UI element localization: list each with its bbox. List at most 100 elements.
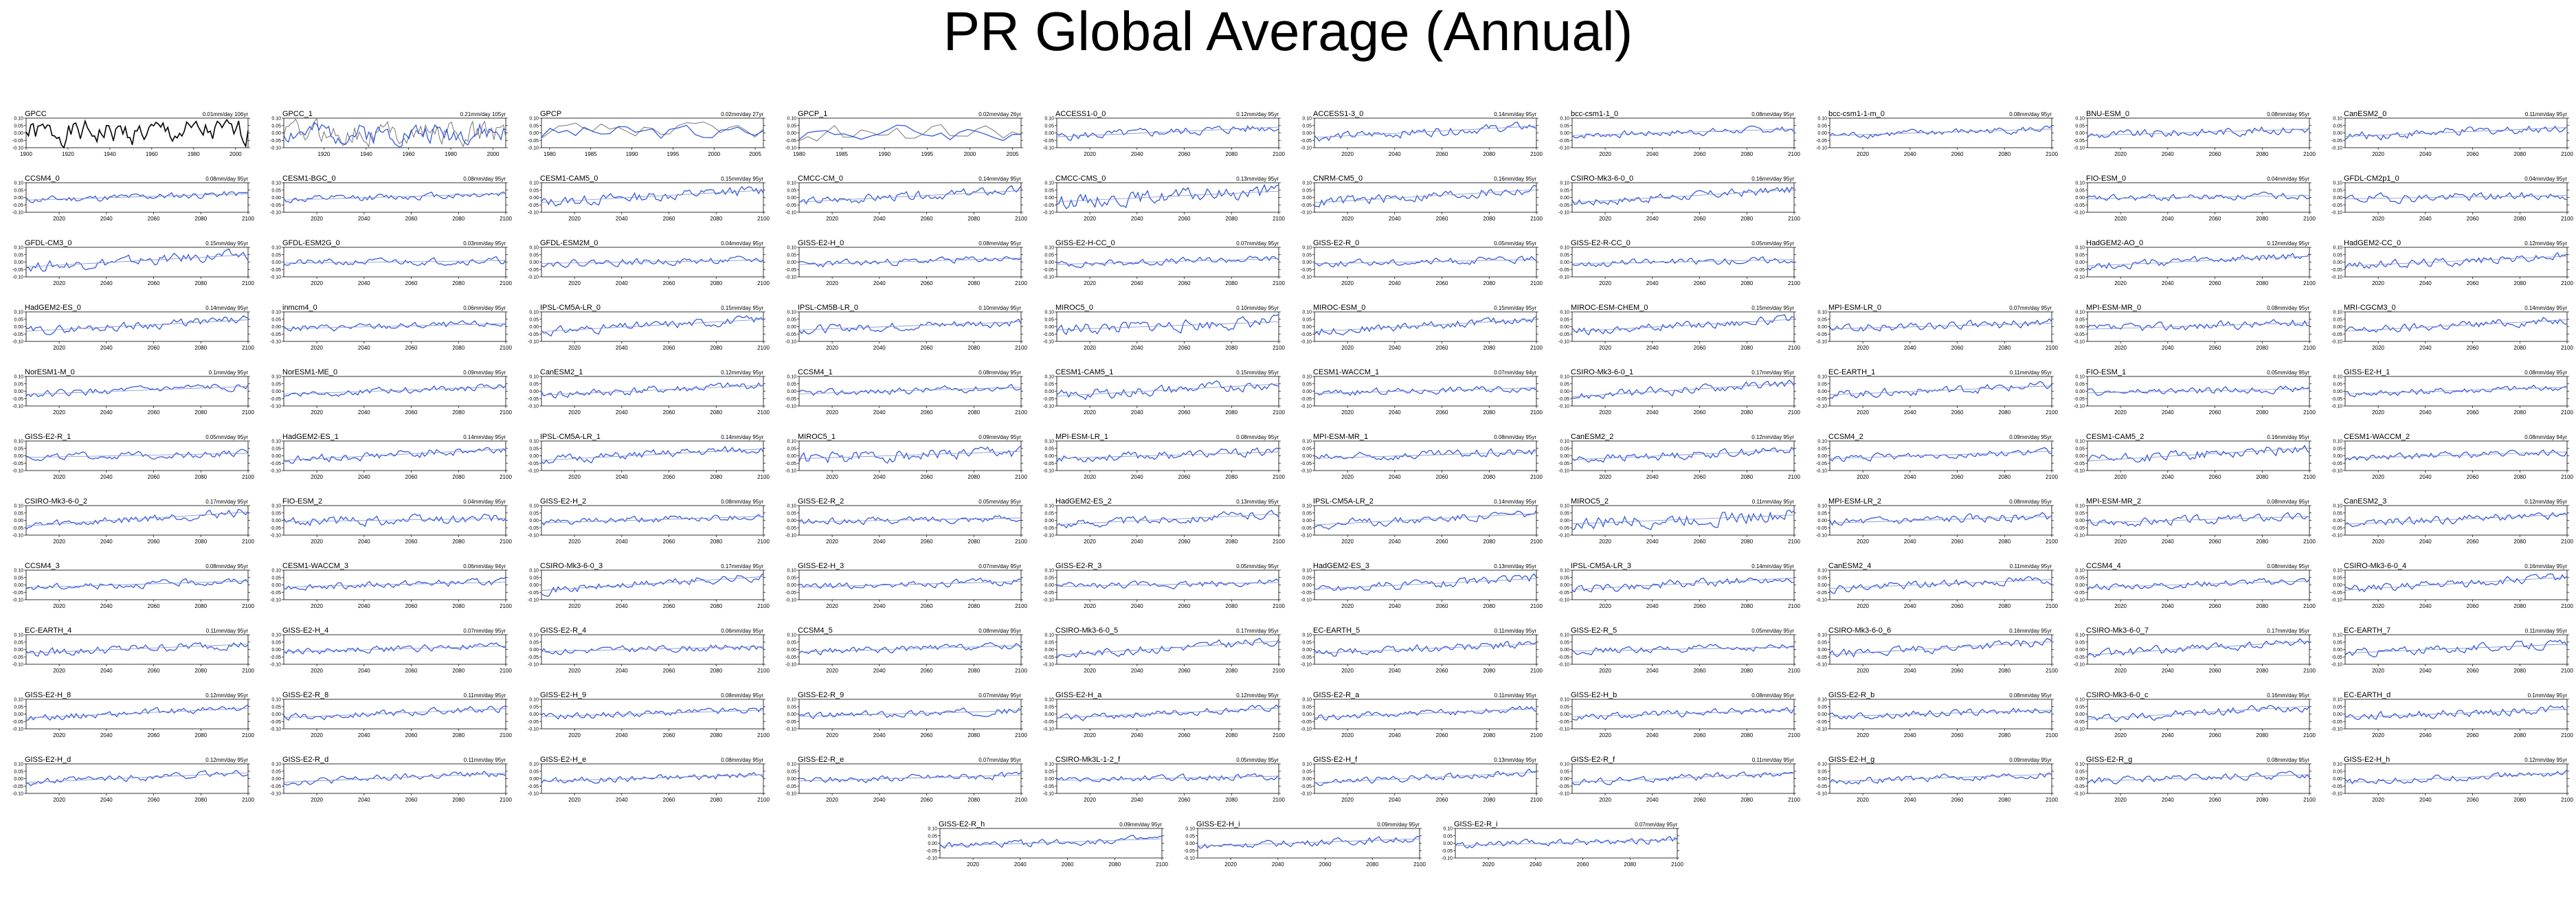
y-tick-label: 0.00 [1560,260,1569,265]
x-tick-label: 2100 [2046,409,2058,416]
x-tick-label: 2100 [242,797,254,803]
x-tick-label: 2060 [1436,345,1448,351]
x-tick-label: 2060 [2467,668,2479,674]
x-tick-label: 2040 [873,216,886,222]
y-tick-label: -0.05 [2331,462,2342,466]
y-tick-label: -0.05 [2331,591,2342,596]
panel-trend-label: 0.08mm/day 95yr [721,499,763,505]
x-tick-label: 2060 [921,668,933,674]
y-tick-label: 0.05 [2333,640,2342,645]
x-tick-label: 2100 [1156,861,1168,868]
panel-title: NorESM1-M_0 [25,368,75,376]
panel: GISS-E2-R_a 0.11mm/day 95yr0.100.050.00-0… [1301,691,1543,738]
x-tick-label: 2100 [2561,409,2573,416]
y-tick-label: -0.10 [1301,469,1312,474]
y-tick-label: 0.05 [1302,640,1312,645]
panel: GISS-E2-R_f 0.11mm/day 95yr0.100.050.00-0… [1558,756,1800,803]
y-tick-label: -0.10 [2074,275,2085,280]
series-line [283,705,506,721]
y-tick-label: 0.00 [1443,841,1453,846]
x-tick-label: 2040 [100,280,113,286]
x-tick-label: 2080 [1998,603,2011,609]
x-tick-label: 2080 [2256,539,2268,545]
y-tick-label: 0.10 [271,504,281,509]
x-tick-label: 2100 [1015,474,1027,480]
y-tick-label: 0.05 [2333,705,2342,710]
x-tick-label: 2040 [1014,861,1027,868]
panel-title: inmcm4_0 [282,304,317,312]
series-line [283,191,506,203]
x-tick-label: 2060 [663,345,675,351]
x-tick-label: 2040 [2419,539,2432,545]
trend-line [798,190,1022,203]
x-tick-label: 2100 [2046,797,2058,803]
panel-title: GPCP_1 [798,110,827,118]
panel-frame [25,311,249,342]
y-tick-label: 0.05 [2075,576,2085,580]
x-tick-label: 2100 [1015,280,1027,286]
x-tick-label: 2000 [229,151,242,157]
x-tick-label: 2100 [500,345,512,351]
x-tick-label: 2040 [616,732,628,738]
trend-line [2344,576,2568,591]
panel-title: MPI-ESM-LR_1 [1055,433,1108,441]
y-tick-label: 0.05 [529,769,539,774]
x-tick-label: 2080 [710,539,722,545]
x-tick-label: 2040 [2162,409,2174,416]
y-tick-label: 0.00 [2333,260,2342,265]
panel: GISS-E2-R_8 0.11mm/day 95yr0.100.050.00-0… [270,691,512,738]
x-tick-label: 2040 [100,345,113,351]
x-tick-label: 2080 [2513,732,2526,738]
x-tick-label: 2080 [1740,539,1753,545]
x-tick-label: 2040 [1389,409,1401,416]
trend-line [1571,773,1795,783]
panel: IPSL-CM5A-LR_0 0.15mm/day 95yr0.100.050.0… [528,304,770,351]
panel-frame [798,763,1022,794]
x-tick-label: 2060 [2209,151,2221,157]
panel: GISS-E2-H_8 0.12mm/day 95yr0.100.050.00-0… [12,691,254,738]
y-tick-label: 0.00 [271,325,281,330]
y-tick-label: -0.10 [12,534,23,539]
y-tick-label: 0.05 [2075,253,2085,258]
y-tick-label: 0.05 [1817,576,1827,580]
y-tick-label: 0.00 [1817,454,1827,459]
y-tick-label: 0.10 [1560,310,1569,315]
y-tick-label: 0.05 [529,382,539,387]
trend-line [1056,383,1279,396]
panel-title: GPCC [25,110,47,118]
panel: CESM1-CAM5_2 0.16mm/day 95yr0.100.050.00-… [2074,433,2316,480]
y-tick-label: -0.10 [1558,598,1569,603]
trend-line [2344,127,2568,137]
series-line [1829,381,2052,399]
x-tick-label: 2080 [2256,345,2268,351]
x-tick-label: 2100 [2561,539,2573,545]
panel-frame [1571,699,1795,730]
x-tick-label: 2040 [1646,732,1659,738]
y-tick-label: 0.00 [1560,519,1569,523]
series-line [798,707,1022,719]
y-tick-label: 0.10 [1044,762,1054,767]
y-tick-label: 0.10 [1302,569,1312,574]
y-tick-label: 0.10 [2333,310,2342,315]
y-tick-label: 0.05 [787,511,796,516]
series-line [2344,769,2568,784]
x-tick-label: 2040 [1272,861,1284,868]
x-tick-label: 2020 [2114,539,2127,545]
x-tick-label: 2060 [1436,539,1448,545]
x-tick-label: 2080 [1225,280,1237,286]
panel-trend-label: 0.08mm/day 95yr [2267,757,2309,763]
series-line [1056,704,1279,721]
y-tick-label: -0.10 [1301,598,1312,603]
panel-trend-label: 0.09mm/day 95yr [1119,822,1162,828]
series-line [541,573,764,597]
x-tick-label: 2060 [2467,539,2479,545]
y-tick-label: 0.10 [2075,569,2085,574]
panel-title: ACCESS1-3_0 [1313,110,1363,118]
x-tick-label: 2060 [921,539,933,545]
y-tick-label: 0.10 [14,246,23,251]
x-tick-label: 2100 [2046,345,2058,351]
y-tick-label: -0.10 [1558,663,1569,668]
y-tick-label: 0.05 [271,382,281,387]
y-tick-label: -0.10 [1301,792,1312,797]
x-tick-label: 2060 [1436,797,1448,803]
